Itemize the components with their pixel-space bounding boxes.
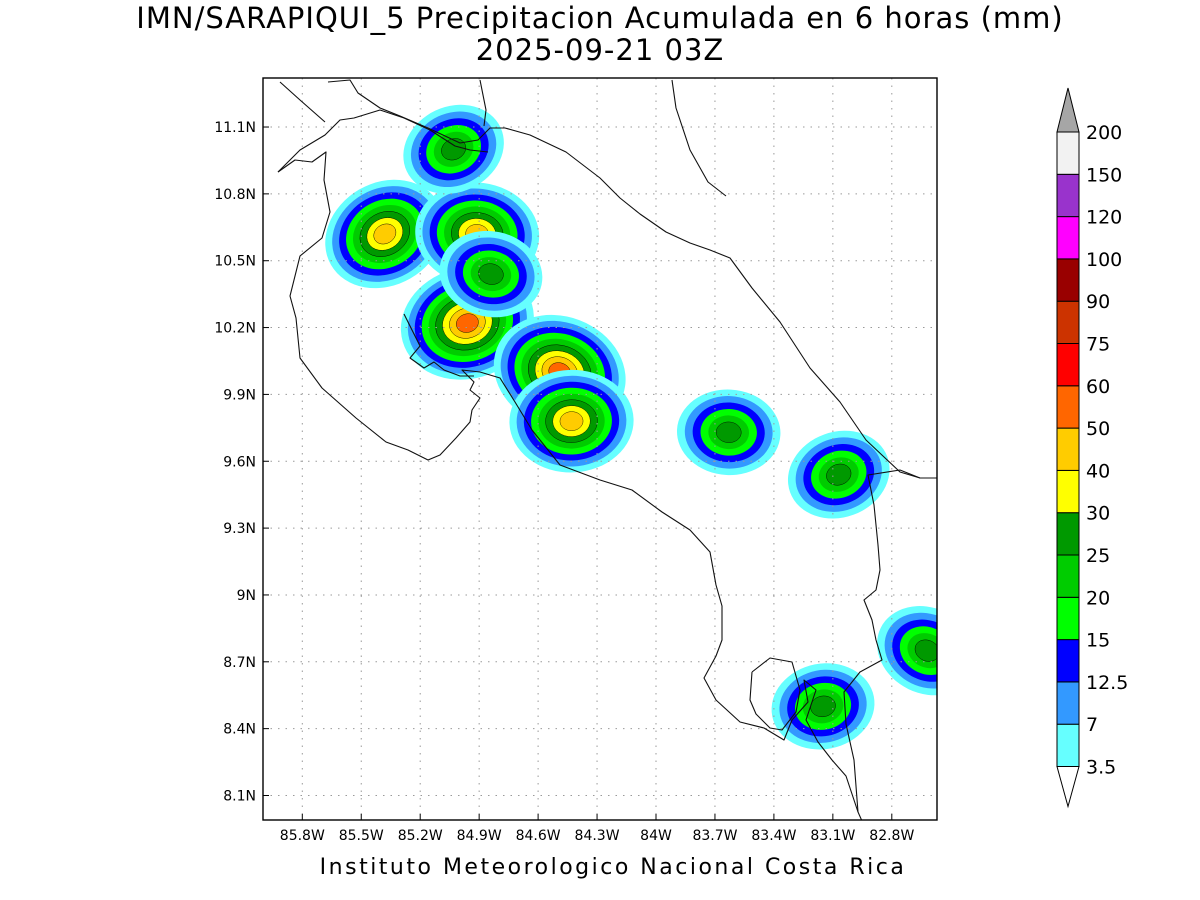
lat-tick-label: 9N <box>237 588 256 604</box>
chart-subtitle-datetime: 2025-09-21 03Z <box>475 33 725 67</box>
lat-tick-label: 11.1N <box>214 120 256 136</box>
colorbar-box <box>1056 596 1080 641</box>
colorbar-label: 120 <box>1086 207 1122 229</box>
colorbar-box <box>1056 131 1080 175</box>
lon-tick-label: 84.3W <box>575 828 620 844</box>
lon-tick-label: 83.4W <box>751 828 796 844</box>
lon-tick-label: 83.1W <box>810 828 855 844</box>
lon-tick-label: 84W <box>640 828 672 844</box>
lon-tick-label: 84.6W <box>516 828 561 844</box>
colorbar-label: 7 <box>1086 714 1098 736</box>
lat-tick-label: 9.9N <box>223 387 256 403</box>
colorbar-label: 150 <box>1086 164 1122 186</box>
lon-tick-label: 84.9W <box>457 828 502 844</box>
axis-labels: 11.1N 10.8N 10.5N 10.2N 9.9N 9.6N 9.3N 9N 8.7N 8.… <box>214 120 914 844</box>
colorbar-label: 20 <box>1086 587 1110 609</box>
lat-tick-label: 10.5N <box>214 254 256 270</box>
chart-title: IMN/SARAPIQUI_5 Precipitacion Acumulada … <box>136 1 1064 35</box>
lat-tick-label: 8.4N <box>223 722 256 738</box>
precipitation-field <box>325 104 937 750</box>
colorbar-label: 15 <box>1086 630 1110 652</box>
colorbar-box <box>1056 343 1080 387</box>
institution-footer: Instituto Meteorologico Nacional Costa R… <box>319 855 907 880</box>
colorbar-box <box>1056 723 1080 768</box>
precip-cell <box>877 606 937 696</box>
lat-tick-label: 10.2N <box>214 321 256 337</box>
precip-cell <box>787 430 890 519</box>
colorbar-box <box>1056 385 1080 429</box>
color-legend: 3.5 7 12.5 15 20 25 30 40 50 60 75 90 100 120 150 200 <box>1056 87 1128 809</box>
colorbar-label: 75 <box>1086 334 1110 356</box>
lon-tick-label: 82.8W <box>869 828 914 844</box>
lon-tick-label: 83.7W <box>692 828 737 844</box>
colorbar-box <box>1056 554 1080 598</box>
colorbar-under-arrow <box>1056 766 1080 809</box>
colorbar-box <box>1056 173 1080 218</box>
colorbar-label: 25 <box>1086 545 1110 567</box>
colorbar-box <box>1056 216 1080 260</box>
colorbar-label: 90 <box>1086 291 1110 313</box>
lat-tick-label: 8.7N <box>223 655 256 671</box>
colorbar-box <box>1056 300 1080 345</box>
coastline-borders <box>277 79 937 820</box>
colorbar-label: 50 <box>1086 418 1110 440</box>
precip-cell <box>509 369 634 473</box>
colorbar-box <box>1056 639 1080 683</box>
lat-tick-label: 9.3N <box>223 521 256 537</box>
colorbar-label: 12.5 <box>1086 672 1128 694</box>
colorbar-over-arrow <box>1056 87 1080 133</box>
colorbar-label: 30 <box>1086 503 1110 525</box>
lon-tick-label: 85.8W <box>280 828 325 844</box>
lat-tick-label: 9.6N <box>223 454 256 470</box>
colorbar-label: 60 <box>1086 376 1110 398</box>
colorbar-box <box>1056 469 1080 514</box>
colorbar-box <box>1056 512 1080 556</box>
precip-cell <box>676 389 781 476</box>
lon-tick-label: 85.5W <box>339 828 384 844</box>
colorbar-label: 40 <box>1086 460 1110 482</box>
colorbar-label: 100 <box>1086 249 1122 271</box>
map-frame <box>262 77 938 821</box>
colorbar-box <box>1056 427 1080 471</box>
colorbar-box <box>1056 681 1080 725</box>
lat-tick-label: 8.1N <box>223 788 256 804</box>
lat-tick-label: 10.8N <box>214 187 256 203</box>
precip-cell <box>325 179 445 289</box>
lon-tick-label: 85.2W <box>398 828 443 844</box>
colorbar-label: 3.5 <box>1086 757 1116 779</box>
colorbar-box <box>1056 258 1080 302</box>
precip-cell <box>439 230 543 318</box>
precip-cell <box>771 663 875 750</box>
colorbar-label: 200 <box>1086 122 1122 144</box>
